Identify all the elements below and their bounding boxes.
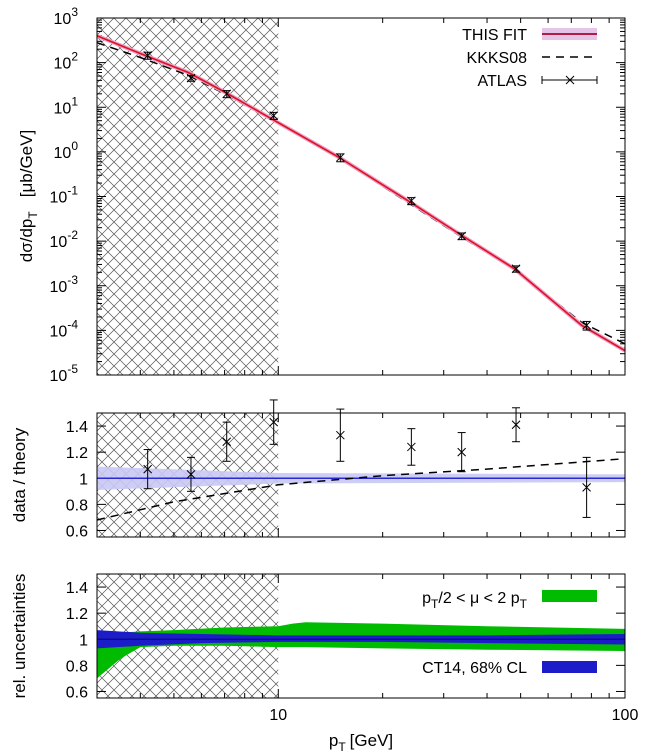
y-tick-label: 1.2 xyxy=(66,606,88,623)
uncertainties-panel: 10 100 0.6 0.8 1 1.2 1.4 rel. uncertainties pT… xyxy=(10,573,639,754)
legend: pT/2 < μ < 2 pT CT14, 68% CL xyxy=(422,590,597,677)
plot-frame xyxy=(96,17,626,376)
y-tick-label: 10-2 xyxy=(50,228,79,251)
atlas-point xyxy=(407,196,416,206)
x-tick-label: 100 xyxy=(612,707,639,724)
atlas-ratio-point xyxy=(582,483,591,492)
y-axis-label: data / theory xyxy=(10,427,29,522)
atlas-point xyxy=(143,51,153,60)
legend-label-ct14: CT14, 68% CL xyxy=(422,660,527,677)
atlas-ratio-point xyxy=(407,442,416,452)
y-tick-label: 100 xyxy=(54,139,79,162)
ratio-panel: 0.6 0.8 1 1.2 1.4 data / theory xyxy=(10,399,626,540)
atlas-ratio-point xyxy=(186,469,196,479)
y-tick-label: 10-5 xyxy=(50,362,79,385)
this-fit-line xyxy=(96,35,626,352)
y-tick-label: 0.6 xyxy=(66,684,88,701)
y-tick-label: 102 xyxy=(54,50,79,73)
svg-text:dσ/dpT[μb/GeV]: dσ/dpT[μb/GeV] xyxy=(17,130,40,262)
hatched-region xyxy=(97,18,279,375)
y-tick-label: 1 xyxy=(79,471,88,488)
x-tick-label: 10 xyxy=(269,707,287,724)
y-tick-label: 10-1 xyxy=(50,184,79,207)
atlas-point xyxy=(222,89,232,99)
legend-swatch-atlas xyxy=(541,75,598,85)
x-axis-label: pT [GeV] xyxy=(329,731,393,754)
atlas-point xyxy=(511,264,521,274)
legend-label-kkks08: KKKS08 xyxy=(467,50,528,67)
atlas-ratio-point xyxy=(222,437,232,447)
legend-label-this-fit: THIS FIT xyxy=(462,27,527,44)
y-tick-label: 1.2 xyxy=(66,445,88,462)
y-tick-label: 1.4 xyxy=(66,580,88,597)
atlas-point xyxy=(186,73,196,83)
y-tick-label: 101 xyxy=(54,94,79,117)
atlas-point xyxy=(582,320,591,330)
y-tick-label: 0.8 xyxy=(66,497,88,514)
y-axis-label: dσ/dpT[μb/GeV] xyxy=(17,130,40,262)
atlas-ratio-point xyxy=(335,430,345,440)
y-tick-label: 103 xyxy=(54,5,79,28)
atlas-ratio-point xyxy=(511,420,521,430)
legend: THIS FIT KKKS08 ATLAS xyxy=(462,27,598,90)
legend-label-atlas: ATLAS xyxy=(478,73,528,90)
legend-label-scale: pT/2 < μ < 2 pT xyxy=(422,590,528,611)
atlas-point xyxy=(269,111,279,120)
atlas-ratio-point xyxy=(143,464,153,474)
y-tick-label: 10-3 xyxy=(50,273,79,296)
y-tick-label: 0.6 xyxy=(66,523,88,540)
y-tick-label: 0.8 xyxy=(66,658,88,675)
legend-swatch-ct14 xyxy=(542,661,597,673)
y-tick-label: 1 xyxy=(79,632,88,649)
atlas-ratio-point xyxy=(457,447,467,457)
atlas-ratio-point xyxy=(269,417,279,427)
cross-section-panel: 103 102 101 100 10-1 10-2 10-3 10-4 10-5 dσ/dpT[… xyxy=(17,5,627,385)
atlas-point xyxy=(457,231,467,241)
atlas-point xyxy=(335,153,345,162)
y-tick-label: 1.4 xyxy=(66,419,88,436)
plot-frame xyxy=(96,412,626,538)
y-tick-label: 10-4 xyxy=(50,317,79,340)
legend-swatch-scale xyxy=(542,590,597,602)
y-axis-label: rel. uncertainties xyxy=(10,574,29,699)
plot-frame xyxy=(96,573,626,699)
